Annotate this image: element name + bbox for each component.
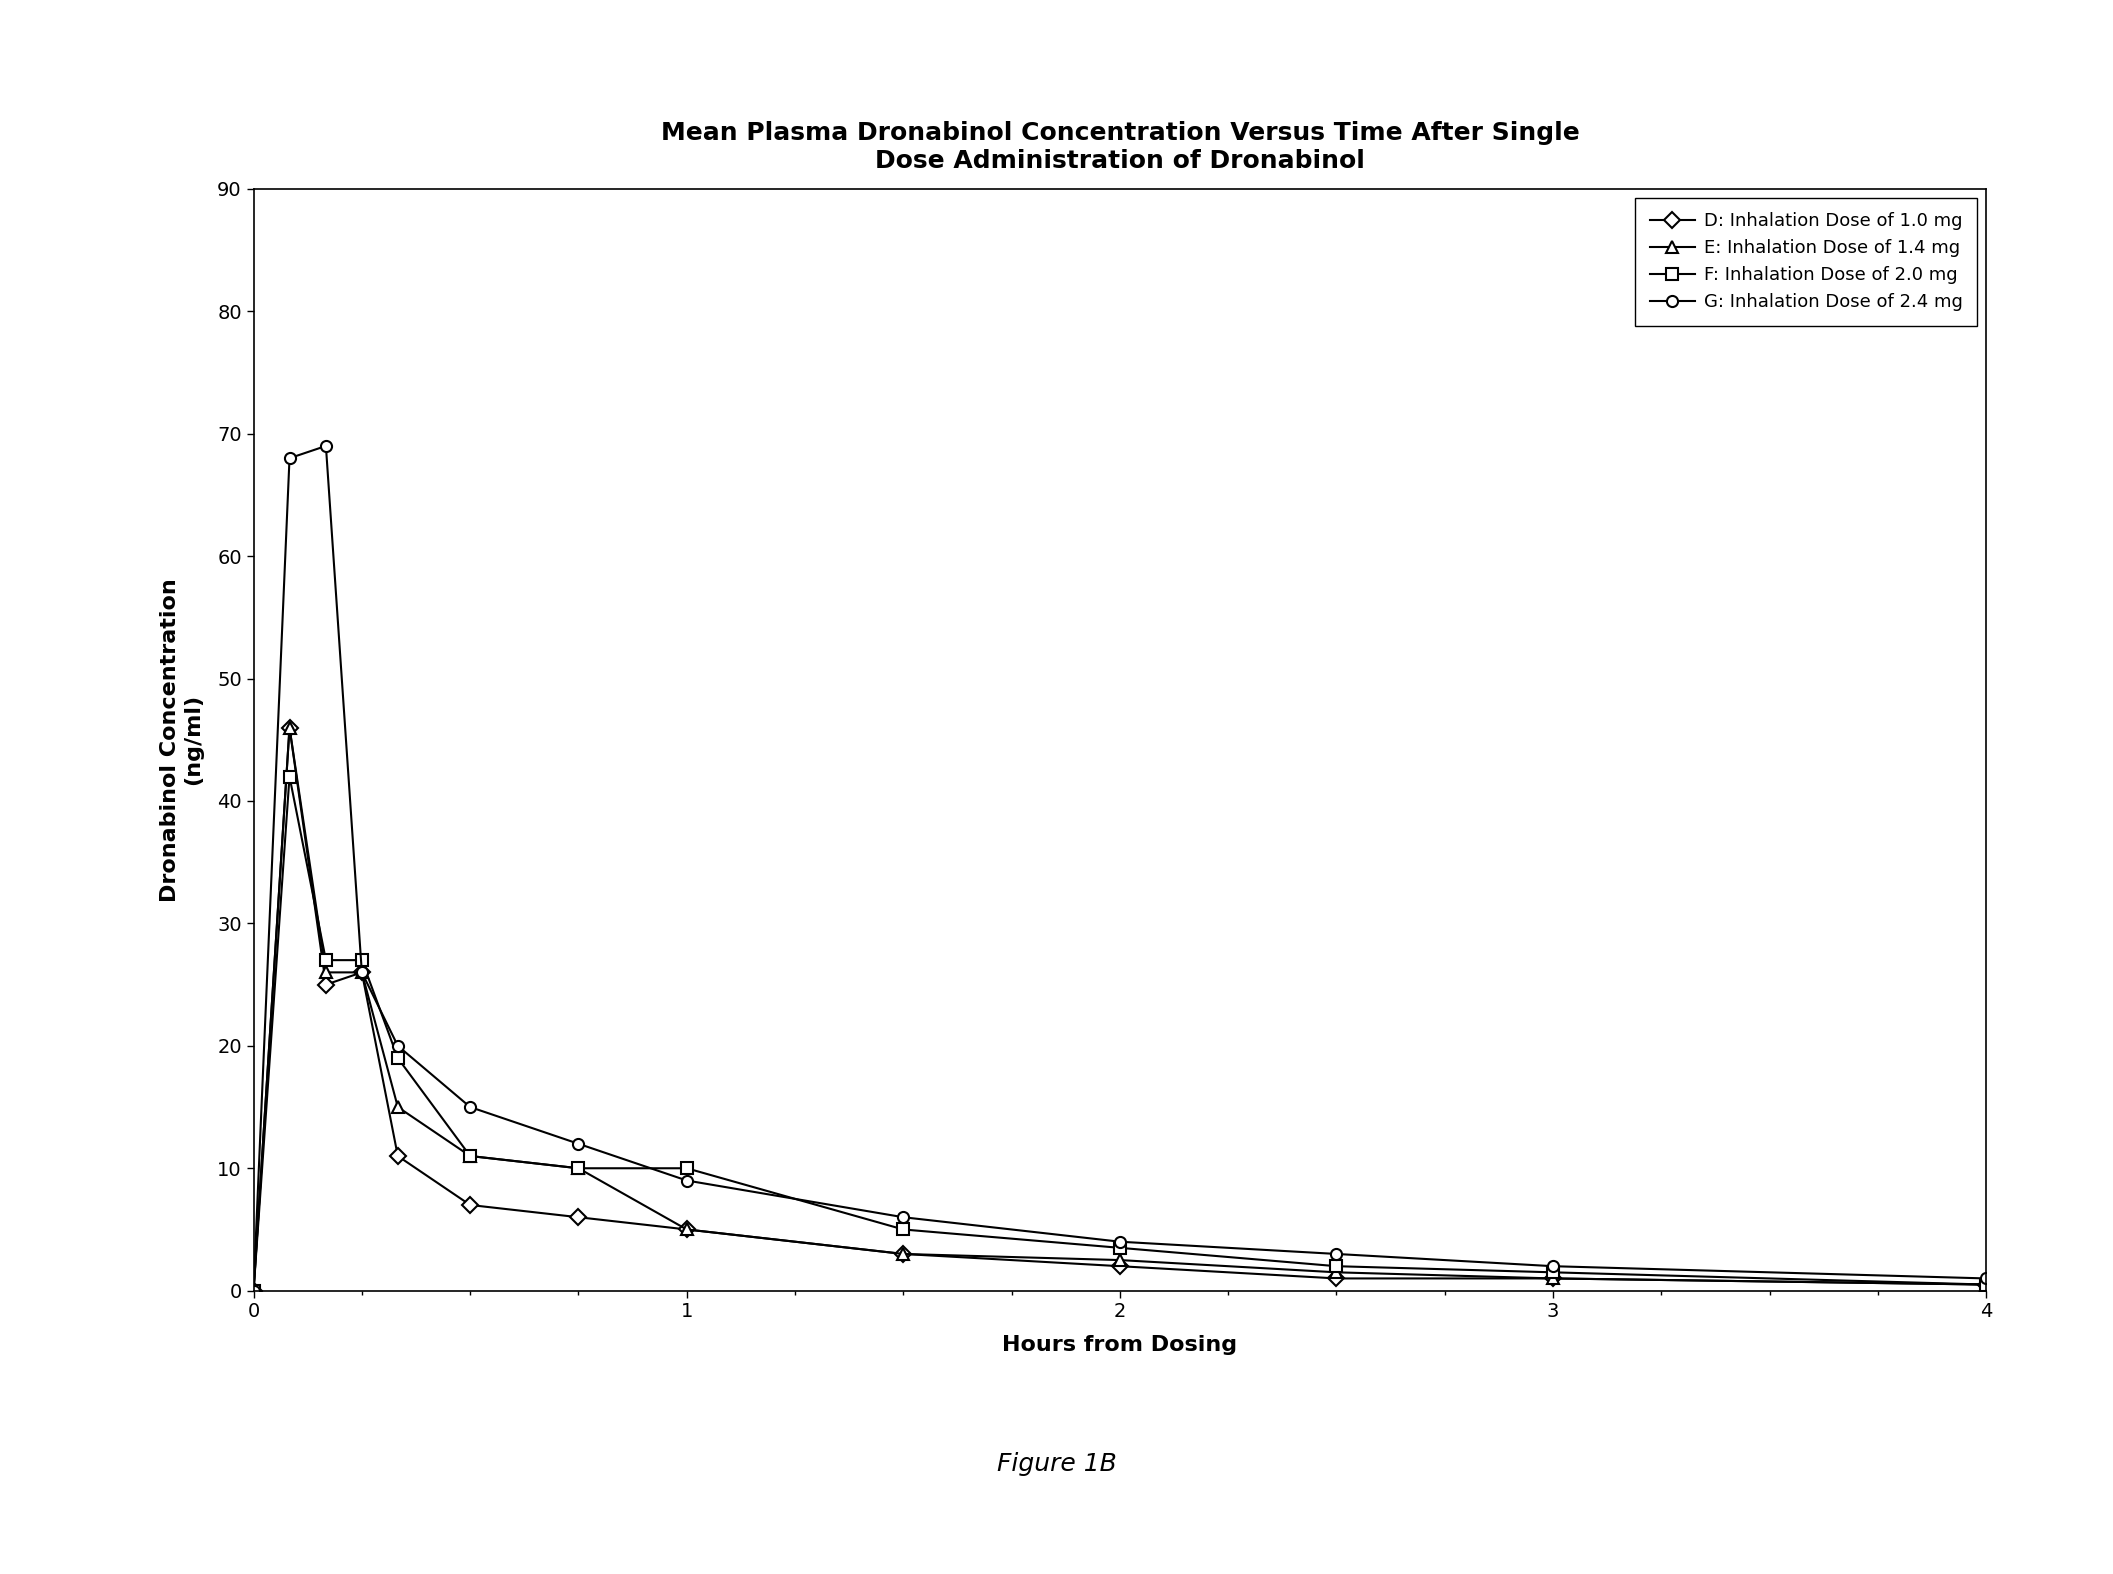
E: Inhalation Dose of 1.4 mg: (3, 1): Inhalation Dose of 1.4 mg: (3, 1) xyxy=(1540,1269,1566,1288)
Line: E: Inhalation Dose of 1.4 mg: E: Inhalation Dose of 1.4 mg xyxy=(247,722,1993,1297)
D: Inhalation Dose of 1.0 mg: (2, 2): Inhalation Dose of 1.0 mg: (2, 2) xyxy=(1107,1256,1133,1275)
G: Inhalation Dose of 2.4 mg: (0.5, 15): Inhalation Dose of 2.4 mg: (0.5, 15) xyxy=(456,1097,482,1116)
F: Inhalation Dose of 2.0 mg: (2.5, 2): Inhalation Dose of 2.0 mg: (2.5, 2) xyxy=(1323,1256,1348,1275)
G: Inhalation Dose of 2.4 mg: (2.5, 3): Inhalation Dose of 2.4 mg: (2.5, 3) xyxy=(1323,1245,1348,1264)
D: Inhalation Dose of 1.0 mg: (1, 5): Inhalation Dose of 1.0 mg: (1, 5) xyxy=(674,1220,699,1239)
G: Inhalation Dose of 2.4 mg: (0.25, 26): Inhalation Dose of 2.4 mg: (0.25, 26) xyxy=(349,963,374,982)
Y-axis label: Dronabinol Concentration
(ng/ml): Dronabinol Concentration (ng/ml) xyxy=(161,578,203,902)
F: Inhalation Dose of 2.0 mg: (4, 0.5): Inhalation Dose of 2.0 mg: (4, 0.5) xyxy=(1974,1275,1999,1294)
D: Inhalation Dose of 1.0 mg: (1.5, 3): Inhalation Dose of 1.0 mg: (1.5, 3) xyxy=(890,1245,915,1264)
E: Inhalation Dose of 1.4 mg: (0, 0): Inhalation Dose of 1.4 mg: (0, 0) xyxy=(241,1281,266,1300)
D: Inhalation Dose of 1.0 mg: (0.5, 7): Inhalation Dose of 1.0 mg: (0.5, 7) xyxy=(456,1196,482,1215)
E: Inhalation Dose of 1.4 mg: (2.5, 1.5): Inhalation Dose of 1.4 mg: (2.5, 1.5) xyxy=(1323,1262,1348,1281)
E: Inhalation Dose of 1.4 mg: (0.167, 26): Inhalation Dose of 1.4 mg: (0.167, 26) xyxy=(313,963,338,982)
Line: F: Inhalation Dose of 2.0 mg: F: Inhalation Dose of 2.0 mg xyxy=(247,771,1993,1297)
E: Inhalation Dose of 1.4 mg: (1.5, 3): Inhalation Dose of 1.4 mg: (1.5, 3) xyxy=(890,1245,915,1264)
F: Inhalation Dose of 2.0 mg: (1, 10): Inhalation Dose of 2.0 mg: (1, 10) xyxy=(674,1158,699,1177)
F: Inhalation Dose of 2.0 mg: (0.083, 42): Inhalation Dose of 2.0 mg: (0.083, 42) xyxy=(277,767,302,785)
D: Inhalation Dose of 1.0 mg: (2.5, 1): Inhalation Dose of 1.0 mg: (2.5, 1) xyxy=(1323,1269,1348,1288)
D: Inhalation Dose of 1.0 mg: (4, 0.5): Inhalation Dose of 1.0 mg: (4, 0.5) xyxy=(1974,1275,1999,1294)
X-axis label: Hours from Dosing: Hours from Dosing xyxy=(1002,1335,1238,1355)
D: Inhalation Dose of 1.0 mg: (3, 1): Inhalation Dose of 1.0 mg: (3, 1) xyxy=(1540,1269,1566,1288)
Title: Mean Plasma Dronabinol Concentration Versus Time After Single
Dose Administratio: Mean Plasma Dronabinol Concentration Ver… xyxy=(661,121,1578,173)
F: Inhalation Dose of 2.0 mg: (1.5, 5): Inhalation Dose of 2.0 mg: (1.5, 5) xyxy=(890,1220,915,1239)
G: Inhalation Dose of 2.4 mg: (0.167, 69): Inhalation Dose of 2.4 mg: (0.167, 69) xyxy=(313,436,338,455)
G: Inhalation Dose of 2.4 mg: (0.333, 20): Inhalation Dose of 2.4 mg: (0.333, 20) xyxy=(385,1036,410,1055)
F: Inhalation Dose of 2.0 mg: (0.75, 10): Inhalation Dose of 2.0 mg: (0.75, 10) xyxy=(566,1158,592,1177)
G: Inhalation Dose of 2.4 mg: (3, 2): Inhalation Dose of 2.4 mg: (3, 2) xyxy=(1540,1256,1566,1275)
G: Inhalation Dose of 2.4 mg: (4, 1): Inhalation Dose of 2.4 mg: (4, 1) xyxy=(1974,1269,1999,1288)
F: Inhalation Dose of 2.0 mg: (0.25, 27): Inhalation Dose of 2.0 mg: (0.25, 27) xyxy=(349,951,374,970)
Line: G: Inhalation Dose of 2.4 mg: G: Inhalation Dose of 2.4 mg xyxy=(247,441,1993,1297)
F: Inhalation Dose of 2.0 mg: (0.167, 27): Inhalation Dose of 2.0 mg: (0.167, 27) xyxy=(313,951,338,970)
E: Inhalation Dose of 1.4 mg: (1, 5): Inhalation Dose of 1.4 mg: (1, 5) xyxy=(674,1220,699,1239)
G: Inhalation Dose of 2.4 mg: (0.083, 68): Inhalation Dose of 2.4 mg: (0.083, 68) xyxy=(277,449,302,467)
E: Inhalation Dose of 1.4 mg: (0.083, 46): Inhalation Dose of 1.4 mg: (0.083, 46) xyxy=(277,718,302,737)
E: Inhalation Dose of 1.4 mg: (2, 2.5): Inhalation Dose of 1.4 mg: (2, 2.5) xyxy=(1107,1251,1133,1270)
E: Inhalation Dose of 1.4 mg: (0.5, 11): Inhalation Dose of 1.4 mg: (0.5, 11) xyxy=(456,1146,482,1165)
G: Inhalation Dose of 2.4 mg: (2, 4): Inhalation Dose of 2.4 mg: (2, 4) xyxy=(1107,1232,1133,1251)
E: Inhalation Dose of 1.4 mg: (0.333, 15): Inhalation Dose of 1.4 mg: (0.333, 15) xyxy=(385,1097,410,1116)
Legend: D: Inhalation Dose of 1.0 mg, E: Inhalation Dose of 1.4 mg, F: Inhalation Dose o: D: Inhalation Dose of 1.0 mg, E: Inhalat… xyxy=(1635,198,1978,326)
F: Inhalation Dose of 2.0 mg: (3, 1.5): Inhalation Dose of 2.0 mg: (3, 1.5) xyxy=(1540,1262,1566,1281)
D: Inhalation Dose of 1.0 mg: (0.167, 25): Inhalation Dose of 1.0 mg: (0.167, 25) xyxy=(313,976,338,995)
G: Inhalation Dose of 2.4 mg: (1, 9): Inhalation Dose of 2.4 mg: (1, 9) xyxy=(674,1171,699,1190)
G: Inhalation Dose of 2.4 mg: (0.75, 12): Inhalation Dose of 2.4 mg: (0.75, 12) xyxy=(566,1135,592,1154)
F: Inhalation Dose of 2.0 mg: (0.5, 11): Inhalation Dose of 2.0 mg: (0.5, 11) xyxy=(456,1146,482,1165)
E: Inhalation Dose of 1.4 mg: (0.75, 10): Inhalation Dose of 1.4 mg: (0.75, 10) xyxy=(566,1158,592,1177)
D: Inhalation Dose of 1.0 mg: (0.25, 26): Inhalation Dose of 1.0 mg: (0.25, 26) xyxy=(349,963,374,982)
F: Inhalation Dose of 2.0 mg: (0.333, 19): Inhalation Dose of 2.0 mg: (0.333, 19) xyxy=(385,1048,410,1067)
G: Inhalation Dose of 2.4 mg: (1.5, 6): Inhalation Dose of 2.4 mg: (1.5, 6) xyxy=(890,1207,915,1226)
D: Inhalation Dose of 1.0 mg: (0.083, 46): Inhalation Dose of 1.0 mg: (0.083, 46) xyxy=(277,718,302,737)
Text: Figure 1B: Figure 1B xyxy=(997,1451,1116,1476)
D: Inhalation Dose of 1.0 mg: (0.333, 11): Inhalation Dose of 1.0 mg: (0.333, 11) xyxy=(385,1146,410,1165)
D: Inhalation Dose of 1.0 mg: (0, 0): Inhalation Dose of 1.0 mg: (0, 0) xyxy=(241,1281,266,1300)
E: Inhalation Dose of 1.4 mg: (0.25, 26): Inhalation Dose of 1.4 mg: (0.25, 26) xyxy=(349,963,374,982)
F: Inhalation Dose of 2.0 mg: (2, 3.5): Inhalation Dose of 2.0 mg: (2, 3.5) xyxy=(1107,1239,1133,1258)
G: Inhalation Dose of 2.4 mg: (0, 0): Inhalation Dose of 2.4 mg: (0, 0) xyxy=(241,1281,266,1300)
D: Inhalation Dose of 1.0 mg: (0.75, 6): Inhalation Dose of 1.0 mg: (0.75, 6) xyxy=(566,1207,592,1226)
F: Inhalation Dose of 2.0 mg: (0, 0): Inhalation Dose of 2.0 mg: (0, 0) xyxy=(241,1281,266,1300)
E: Inhalation Dose of 1.4 mg: (4, 0.5): Inhalation Dose of 1.4 mg: (4, 0.5) xyxy=(1974,1275,1999,1294)
Line: D: Inhalation Dose of 1.0 mg: D: Inhalation Dose of 1.0 mg xyxy=(247,722,1993,1297)
